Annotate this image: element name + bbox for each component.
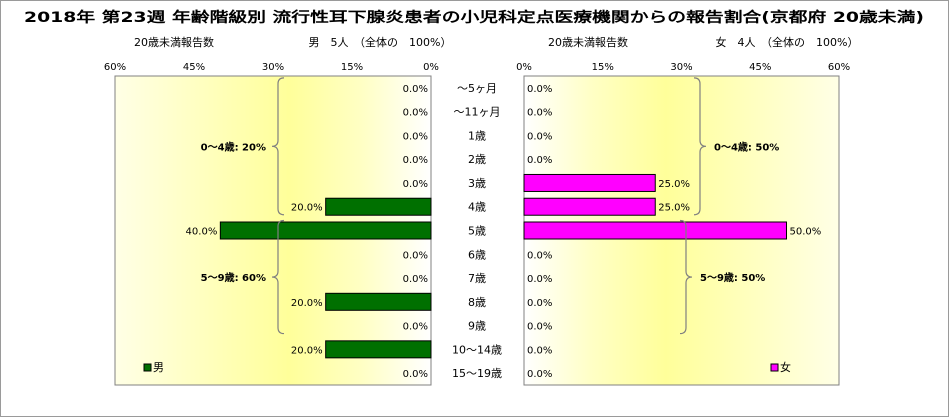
bar-female — [523, 221, 787, 240]
data-label-female: 0.0% — [527, 274, 552, 285]
data-label-female: 0.0% — [527, 250, 552, 261]
category-label: ～11ヶ月 — [454, 106, 501, 119]
age-group-bracket — [271, 77, 285, 216]
bar-female — [523, 173, 656, 192]
data-label-female: 0.0% — [527, 322, 552, 333]
data-label-male: 0.0% — [403, 155, 428, 166]
chart-title: 2018年 第23週 年齢階級別 流行性耳下腺炎患者の小児科定点医療機関からの報… — [24, 9, 924, 26]
x-tick-label-left: 30% — [262, 62, 284, 73]
category-label: 3歳 — [468, 177, 486, 190]
x-tick-label-left: 0% — [423, 62, 439, 73]
data-label-male: 20.0% — [291, 298, 323, 309]
data-label-male: 0.0% — [403, 369, 428, 380]
legend-label-male: 男 — [153, 361, 164, 374]
data-label-male: 0.0% — [403, 179, 428, 190]
data-label-male: 40.0% — [186, 227, 218, 238]
data-label-female: 25.0% — [658, 203, 690, 214]
category-label: 15～19歳 — [452, 367, 502, 380]
category-label: 2歳 — [468, 153, 486, 166]
x-tick-label-left: 15% — [341, 62, 363, 73]
data-label-male: 20.0% — [291, 203, 323, 214]
right-subheader-total: 女 4人 （全体の 100%） — [716, 35, 859, 49]
x-tick-label-left: 45% — [183, 62, 205, 73]
bar-male — [219, 221, 432, 240]
x-tick-label-right: 15% — [592, 62, 614, 73]
legend-label-female: 女 — [780, 360, 791, 374]
x-tick-label-right: 30% — [670, 62, 692, 73]
data-label-male: 0.0% — [403, 131, 428, 142]
right-subheader-count: 20歳未満報告数 — [548, 36, 628, 49]
data-label-female: 25.0% — [658, 179, 690, 190]
category-label: 4歳 — [468, 201, 486, 214]
bar-male — [325, 197, 432, 216]
age-group-label: 0～4歳: 20% — [201, 140, 266, 153]
x-tick-label-left: 60% — [104, 62, 126, 73]
data-label-male: 0.0% — [403, 322, 428, 333]
bar-male — [325, 292, 432, 311]
age-group-label: 0～4歳: 50% — [714, 140, 779, 153]
category-label: 10～14歳 — [452, 343, 502, 356]
category-label: 9歳 — [468, 320, 486, 333]
x-tick-label-right: 45% — [749, 62, 771, 73]
data-label-male: 0.0% — [403, 250, 428, 261]
data-label-male: 0.0% — [403, 84, 428, 95]
data-label-male: 0.0% — [403, 108, 428, 119]
data-label-male: 20.0% — [291, 345, 323, 356]
category-label: ～5ヶ月 — [457, 82, 497, 95]
left-subheader-count: 20歳未満報告数 — [134, 36, 214, 49]
data-label-female: 0.0% — [527, 369, 552, 380]
legend-swatch-male — [143, 363, 152, 372]
x-tick-label-right: 60% — [828, 62, 850, 73]
data-label-female: 0.0% — [527, 345, 552, 356]
age-group-bracket — [271, 219, 285, 335]
data-label-female: 0.0% — [527, 108, 552, 119]
data-label-female: 0.0% — [527, 84, 552, 95]
x-tick-label-right: 0% — [516, 62, 532, 73]
data-label-female: 0.0% — [527, 298, 552, 309]
data-label-female: 0.0% — [527, 131, 552, 142]
data-label-female: 0.0% — [527, 155, 552, 166]
age-group-bracket — [679, 219, 693, 335]
category-label: 6歳 — [468, 248, 486, 261]
data-label-female: 50.0% — [790, 227, 822, 238]
age-group-label: 5～9歳: 60% — [201, 271, 266, 284]
bar-female — [523, 197, 656, 216]
category-label: 1歳 — [468, 129, 486, 142]
category-label: 8歳 — [468, 296, 486, 309]
legend-swatch-female — [770, 363, 779, 372]
age-group-label: 5～9歳: 50% — [700, 271, 765, 284]
category-label: 5歳 — [468, 225, 486, 238]
category-label: 7歳 — [468, 272, 486, 285]
bar-male — [325, 340, 432, 359]
data-label-male: 0.0% — [403, 274, 428, 285]
left-subheader-total: 男 5人 （全体の 100%） — [309, 35, 452, 49]
age-group-bracket — [693, 77, 707, 216]
